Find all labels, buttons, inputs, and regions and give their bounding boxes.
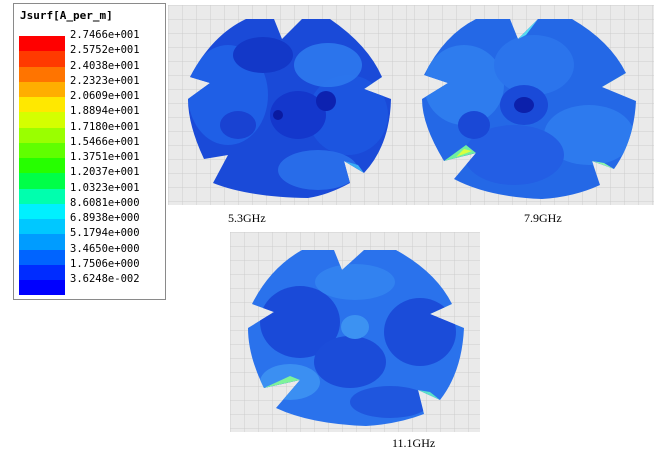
legend-value: 1.7506e+000 xyxy=(70,257,140,272)
legend-swatch xyxy=(19,97,65,112)
legend-value: 2.0609e+001 xyxy=(70,89,140,104)
frequency-label-7-9ghz: 7.9GHz xyxy=(524,211,562,226)
legend-swatch xyxy=(19,158,65,173)
legend-swatch xyxy=(19,265,65,280)
legend-value: 5.1794e+000 xyxy=(70,226,140,241)
legend-value: 1.3751e+001 xyxy=(70,150,140,165)
legend-value: 1.8894e+001 xyxy=(70,104,140,119)
current-plot-7-9ghz xyxy=(414,5,654,205)
legend-swatch xyxy=(19,112,65,127)
panel-5-3ghz xyxy=(168,5,414,205)
legend-value: 8.6081e+000 xyxy=(70,196,140,211)
legend-value: 6.8938e+000 xyxy=(70,211,140,226)
legend-swatch xyxy=(19,128,65,143)
legend-value-list: 2.7466e+001 2.5752e+001 2.4038e+001 2.2323e… xyxy=(70,28,140,287)
legend-swatch xyxy=(19,82,65,97)
legend-value: 1.7180e+001 xyxy=(70,120,140,135)
panel-11-1ghz xyxy=(230,232,480,432)
legend-swatch xyxy=(19,219,65,234)
legend-value: 2.7466e+001 xyxy=(70,28,140,43)
legend-value: 1.5466e+001 xyxy=(70,135,140,150)
legend-swatch xyxy=(19,173,65,188)
legend-value: 3.6248e-002 xyxy=(70,272,140,287)
legend-swatch xyxy=(19,280,65,295)
legend-color-bar xyxy=(19,36,65,295)
legend-swatch xyxy=(19,234,65,249)
legend-value: 2.4038e+001 xyxy=(70,59,140,74)
legend-value: 1.2037e+001 xyxy=(70,165,140,180)
frequency-label-5-3ghz: 5.3GHz xyxy=(228,211,266,226)
legend-title: Jsurf[A_per_m] xyxy=(20,9,113,22)
legend-value: 3.4650e+000 xyxy=(70,242,140,257)
current-plot-5-3ghz xyxy=(168,5,414,205)
legend-value: 1.0323e+001 xyxy=(70,181,140,196)
legend-swatch xyxy=(19,189,65,204)
frequency-label-11-1ghz: 11.1GHz xyxy=(392,436,435,451)
legend-swatch xyxy=(19,67,65,82)
panel-7-9ghz xyxy=(414,5,654,205)
legend-swatch xyxy=(19,204,65,219)
legend-swatch xyxy=(19,143,65,158)
legend-swatch xyxy=(19,51,65,66)
legend-swatch xyxy=(19,250,65,265)
legend-value: 2.2323e+001 xyxy=(70,74,140,89)
legend-value: 2.5752e+001 xyxy=(70,43,140,58)
current-plot-11-1ghz xyxy=(230,232,480,432)
color-legend: Jsurf[A_per_m] 2.7466e+001 2.5752e+001 2.4… xyxy=(13,3,166,300)
legend-swatch xyxy=(19,36,65,51)
